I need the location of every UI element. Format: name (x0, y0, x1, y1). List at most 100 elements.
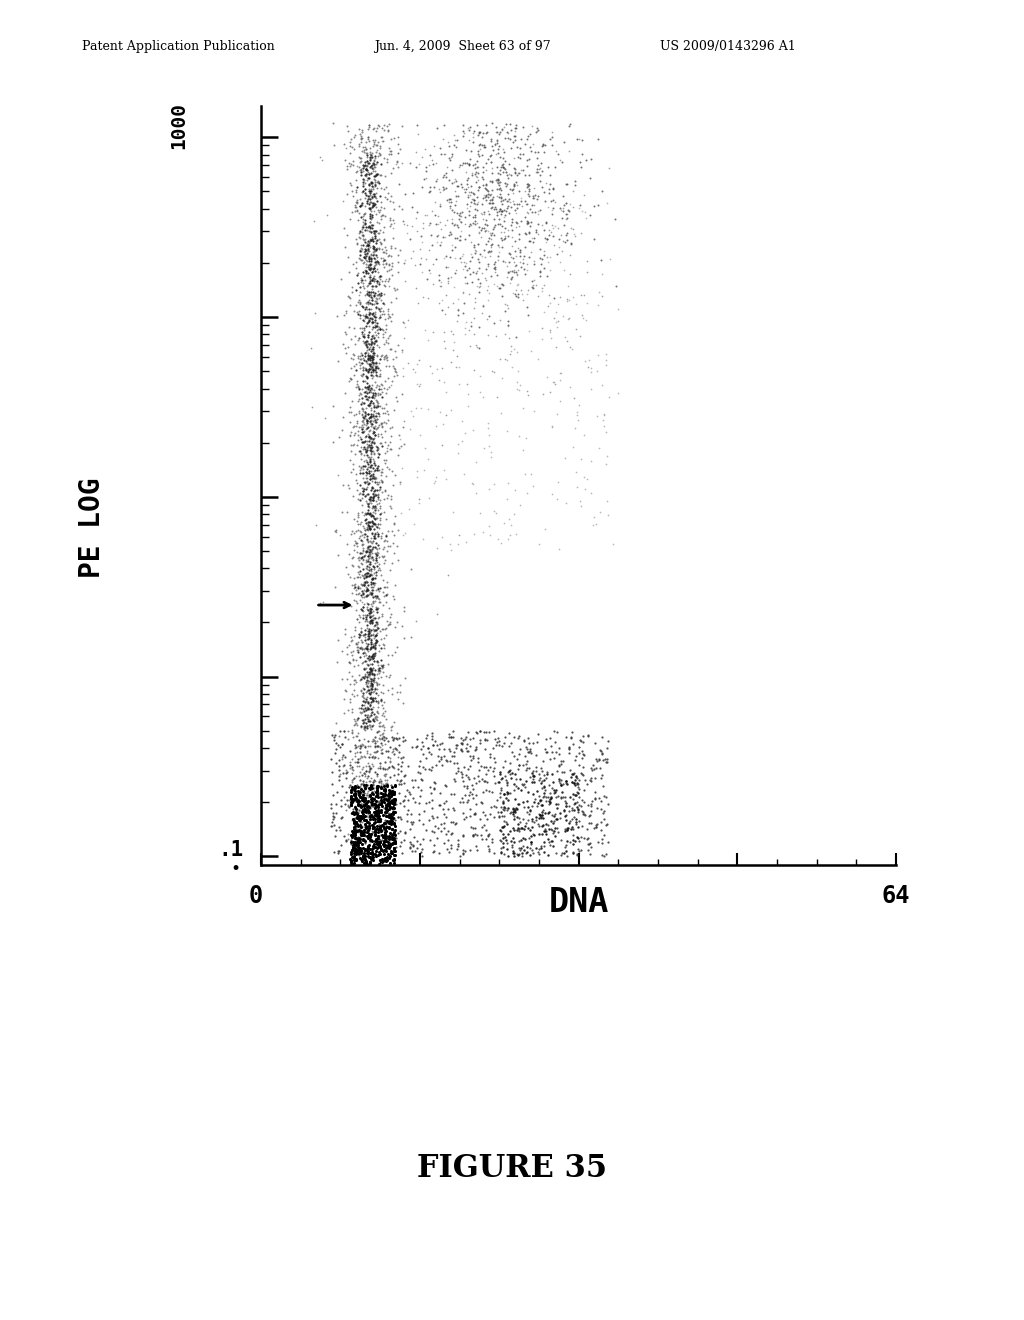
Point (330, 350, 346, 371)
Point (369, 619, 385, 640)
Point (386, 845, 402, 866)
Point (358, 282, 375, 304)
Point (470, 141, 486, 162)
Point (360, 531, 377, 552)
Point (454, 734, 470, 755)
Point (377, 759, 393, 780)
Point (361, 359, 378, 380)
Point (462, 214, 478, 235)
Point (350, 766, 367, 787)
Point (519, 202, 536, 223)
Point (384, 553, 400, 574)
Point (379, 795, 395, 816)
Point (350, 576, 367, 597)
Point (342, 781, 358, 803)
Point (364, 678, 380, 700)
Point (352, 158, 369, 180)
Point (358, 792, 375, 813)
Point (347, 797, 364, 818)
Point (362, 253, 379, 275)
Point (547, 157, 563, 178)
Point (349, 832, 366, 853)
Point (476, 220, 493, 242)
Point (370, 822, 386, 843)
Point (367, 480, 383, 502)
Point (353, 702, 370, 723)
Point (419, 268, 435, 289)
Point (500, 123, 516, 144)
Point (386, 833, 402, 854)
Point (342, 842, 358, 863)
Point (364, 572, 380, 593)
Point (511, 843, 527, 865)
Point (353, 437, 370, 458)
Point (584, 759, 600, 780)
Point (364, 470, 380, 491)
Point (469, 260, 485, 281)
Point (357, 524, 374, 545)
Point (379, 152, 395, 173)
Point (490, 528, 507, 549)
Point (364, 279, 380, 300)
Point (361, 552, 378, 573)
Point (347, 599, 364, 620)
Point (517, 190, 534, 211)
Point (381, 807, 397, 828)
Point (358, 767, 375, 788)
Point (355, 154, 372, 176)
Point (362, 576, 379, 597)
Point (349, 820, 366, 841)
Point (360, 286, 377, 308)
Point (374, 471, 390, 492)
Point (364, 172, 380, 193)
Point (353, 632, 370, 653)
Point (411, 792, 427, 813)
Point (357, 645, 374, 667)
Point (513, 830, 529, 851)
Point (374, 462, 390, 483)
Point (366, 710, 382, 731)
Point (353, 810, 370, 832)
Point (516, 730, 532, 751)
Point (348, 755, 365, 776)
Point (362, 451, 379, 473)
Point (349, 507, 366, 528)
Point (379, 770, 395, 791)
Point (571, 129, 588, 150)
Point (364, 569, 380, 590)
Point (509, 379, 525, 400)
Point (366, 796, 382, 817)
Point (344, 154, 360, 176)
Point (359, 842, 376, 863)
Point (375, 205, 391, 226)
Point (362, 659, 379, 680)
Point (386, 829, 402, 850)
Point (373, 820, 389, 841)
Point (507, 117, 523, 139)
Point (360, 421, 377, 442)
Point (378, 253, 394, 275)
Point (364, 624, 380, 645)
Point (356, 651, 373, 672)
Point (354, 128, 371, 149)
Point (367, 664, 383, 685)
Point (394, 152, 411, 173)
Point (544, 763, 560, 784)
Point (348, 810, 365, 832)
Point (325, 432, 341, 453)
Point (359, 477, 376, 498)
Point (354, 833, 371, 854)
Point (528, 148, 545, 169)
Point (389, 739, 406, 760)
Point (366, 747, 382, 768)
Point (349, 655, 366, 676)
Point (362, 358, 379, 379)
Point (380, 614, 396, 635)
Point (464, 247, 480, 268)
Point (365, 807, 381, 828)
Point (538, 211, 554, 232)
Point (344, 824, 360, 845)
Point (362, 362, 379, 383)
Point (505, 247, 521, 268)
Point (527, 222, 544, 243)
